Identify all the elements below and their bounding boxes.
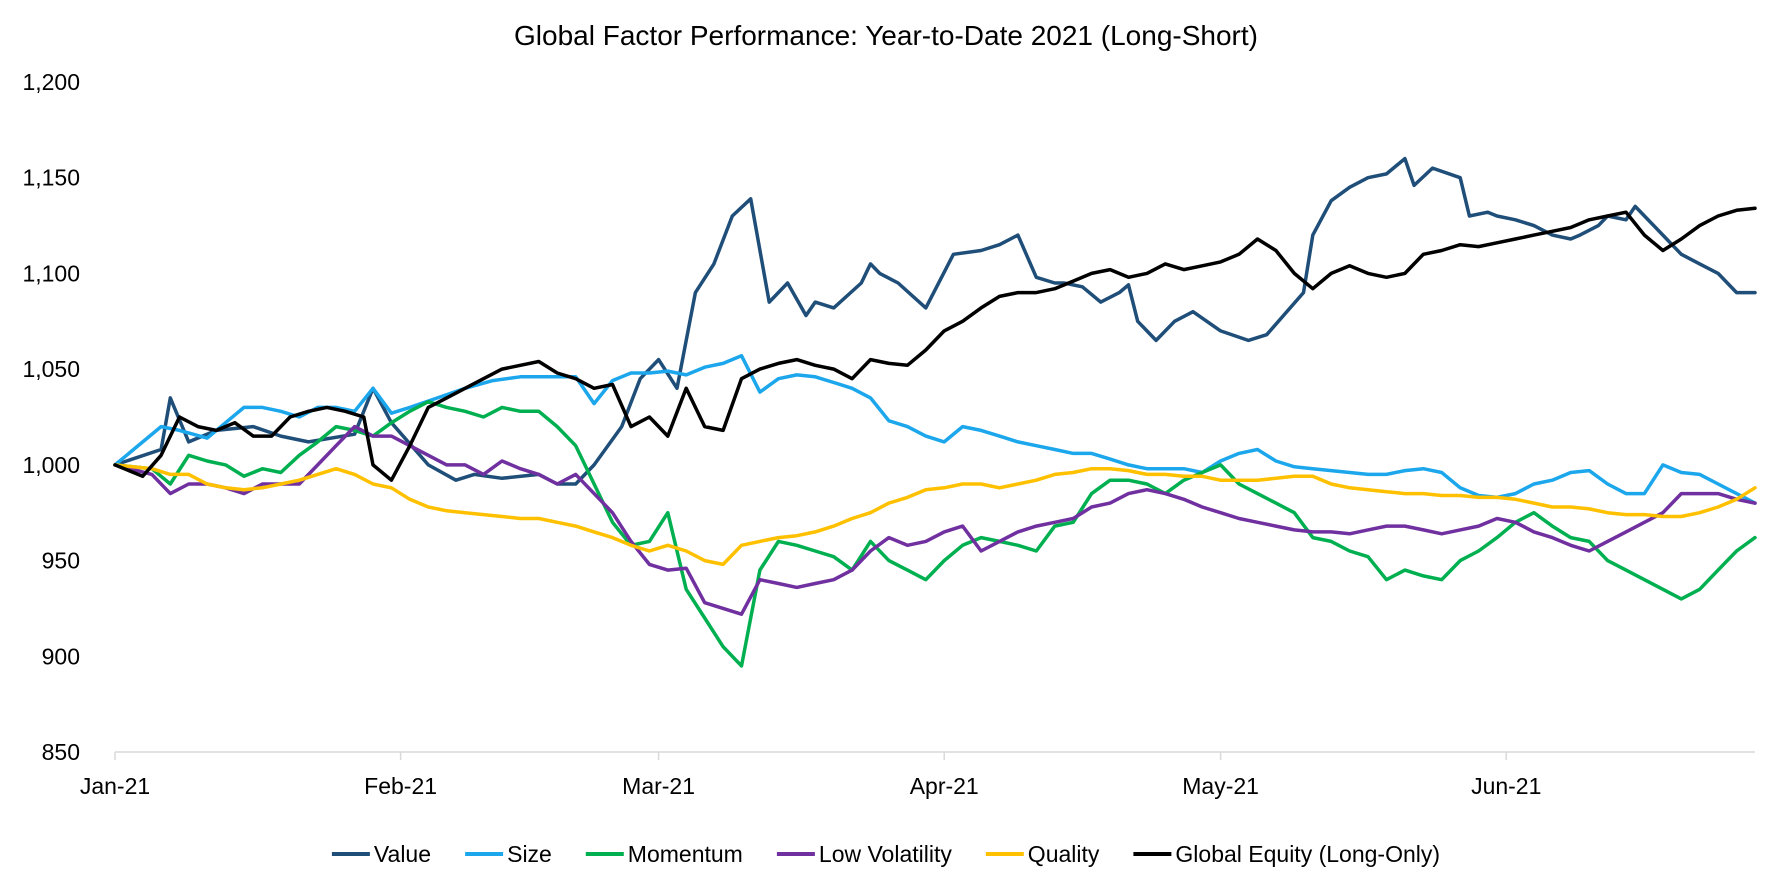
y-tick-label: 1,050 (22, 356, 80, 382)
legend-label: Size (507, 841, 552, 867)
x-tick-label: May-21 (1182, 773, 1259, 799)
x-tick-label: Mar-21 (622, 773, 695, 799)
x-tick-label: Apr-21 (910, 773, 979, 799)
chart-title: Global Factor Performance: Year-to-Date … (514, 20, 1258, 51)
legend-label: Low Volatility (819, 841, 952, 867)
legend-label: Global Equity (Long-Only) (1175, 841, 1440, 867)
legend-item: Low Volatility (776, 841, 952, 867)
legend-item: Quality (985, 841, 1100, 867)
x-tick-label: Jun-21 (1471, 773, 1541, 799)
legend-label: Value (374, 841, 431, 867)
series-line-low-volatility (113, 424, 1757, 616)
plot-area (113, 156, 1757, 668)
y-tick-label: 1,200 (22, 69, 80, 95)
legend-label: Quality (1028, 841, 1100, 867)
series-line-quality (113, 463, 1757, 567)
y-tick-label: 900 (42, 643, 80, 669)
legend: Value Size Momentum Low Volatility Quality Gl… (331, 841, 1440, 867)
y-axis: 850 900 950 1,000 1,050 1,100 1,150 1,200 (22, 69, 80, 765)
x-tick-label: Jan-21 (80, 773, 150, 799)
y-tick-label: 850 (42, 739, 80, 765)
legend-item: Global Equity (Long-Only) (1133, 841, 1440, 867)
y-tick-label: 1,100 (22, 260, 80, 286)
legend-item: Momentum (585, 841, 743, 867)
series-line-value (113, 156, 1757, 486)
series-line-global-equity-long-only (113, 206, 1757, 482)
series-line-momentum (113, 399, 1757, 668)
y-tick-label: 1,150 (22, 165, 80, 191)
y-tick-label: 1,000 (22, 452, 80, 478)
y-tick-label: 950 (42, 548, 80, 574)
legend-label: Momentum (628, 841, 743, 867)
x-axis: Jan-21 Feb-21 Mar-21 Apr-21 May-21 Jun-21 (80, 751, 1755, 799)
x-tick-label: Feb-21 (364, 773, 437, 799)
legend-item: Value (331, 841, 431, 867)
legend-item: Size (465, 841, 552, 867)
